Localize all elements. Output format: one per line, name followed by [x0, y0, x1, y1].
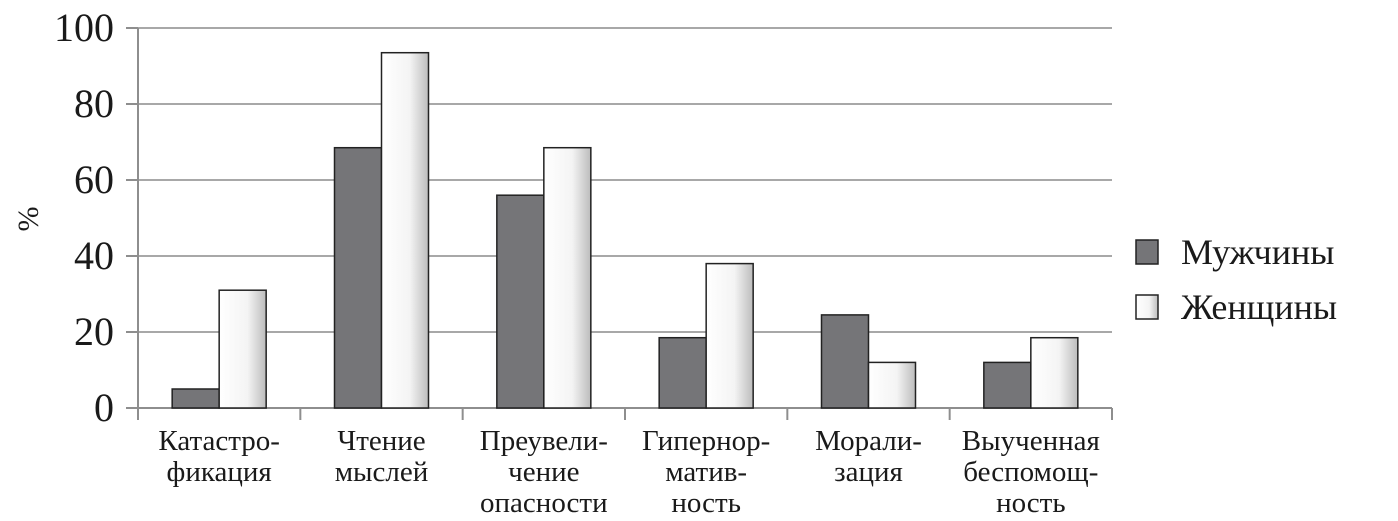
x-category-label-line: Выученная [962, 425, 1100, 457]
gridlines [138, 27, 1112, 333]
bar-women [218, 289, 267, 409]
x-category-label-line: Преувели- [480, 425, 608, 457]
legend-swatch-women [1135, 294, 1159, 320]
bar-men [333, 146, 383, 409]
x-category-label-line: матив- [665, 456, 747, 488]
bar-men [658, 336, 707, 409]
y-tick-label: 60 [74, 157, 114, 202]
x-category-label-line: зация [834, 456, 903, 488]
bar-men [820, 314, 870, 409]
legend-label-women: Женщины [1181, 287, 1337, 327]
y-tick-labels: 0 20 40 60 80 100 [54, 5, 114, 430]
x-category-label-line: ность [671, 487, 741, 519]
bar-women [705, 262, 754, 409]
legend: Мужчины Женщины [1135, 232, 1337, 327]
legend-swatch-men [1135, 239, 1159, 265]
x-category-label-line: Чтение [337, 425, 425, 457]
y-tick-label: 40 [74, 233, 114, 278]
legend-label-men: Мужчины [1181, 232, 1334, 272]
bars [171, 51, 1079, 409]
x-category-label-line: опасности [480, 487, 608, 519]
x-category-label: Катастро-фикация [158, 425, 280, 488]
x-category-label-line: фикация [167, 456, 272, 488]
x-category-label-line: чение [508, 456, 579, 488]
bar-men [496, 194, 545, 409]
bar-men [171, 388, 220, 409]
x-category-label-line: Гипернор- [642, 425, 770, 457]
bar-women [867, 361, 917, 409]
bar-men [983, 361, 1032, 409]
bar-women [543, 146, 592, 409]
bar-women [1030, 336, 1079, 409]
axes [126, 27, 1113, 420]
y-tick-label: 100 [54, 5, 114, 50]
x-category-label: Преувели-чение опасности [480, 425, 608, 519]
y-axis-title: % [12, 207, 45, 232]
x-category-label-line: Катастро- [158, 425, 280, 457]
x-category-labels: Катастро-фикация Чтение мыслей Преувели-чен… [158, 425, 1099, 519]
x-category-label: Выученная беспомощ-ность [962, 425, 1100, 519]
x-category-label-line: беспомощ- [963, 456, 1098, 488]
x-category-label: Морали-зация [815, 425, 922, 488]
y-tick-label: 80 [74, 81, 114, 126]
x-category-label: Чтение мыслей [335, 425, 429, 488]
y-tick-label: 0 [94, 385, 114, 430]
bar-women [380, 51, 430, 409]
x-category-label-line: ность [996, 487, 1066, 519]
x-category-label: Гипернор-матив-ность [642, 425, 770, 519]
x-category-label-line: Морали- [815, 425, 922, 457]
y-tick-label: 20 [74, 309, 114, 354]
x-category-label-line: мыслей [335, 456, 429, 488]
